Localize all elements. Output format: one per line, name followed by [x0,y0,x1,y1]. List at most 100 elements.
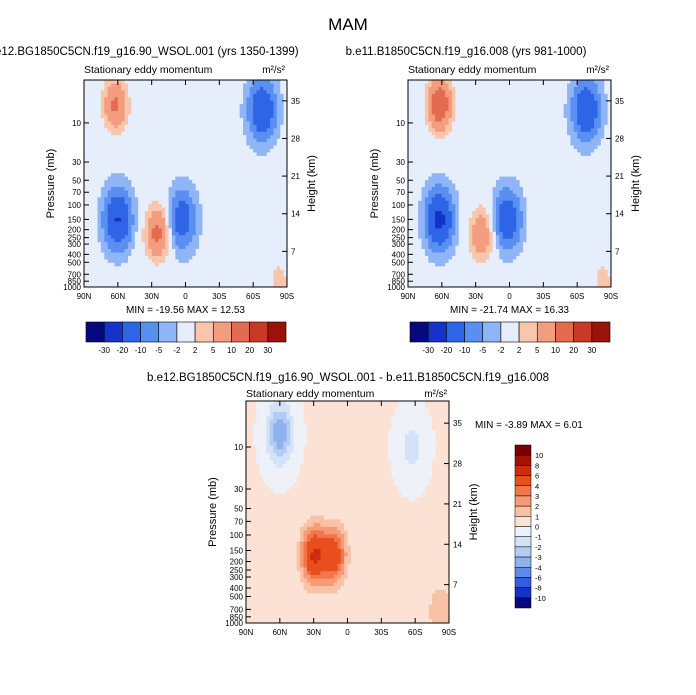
field-cell [165,121,169,126]
field-cell [144,204,149,209]
field-cell [100,273,105,278]
field-cell [138,100,142,105]
field-cell [222,283,227,288]
field-cell [215,228,220,233]
field-cell [212,166,217,171]
field-cell [232,90,237,95]
field-cell [124,231,129,236]
field-cell [543,128,548,133]
field-cell [236,197,241,202]
field-cell [185,128,190,133]
field-cell [195,231,200,236]
field-cell [259,231,264,236]
field-cell [451,114,456,119]
field-cell [127,83,132,88]
field-cell [441,135,446,140]
field-cell [151,114,156,119]
field-cell [212,86,217,91]
field-cell [590,128,595,133]
field-cell [441,138,446,143]
field-cell [512,80,517,84]
field-cell [192,128,197,133]
field-cell [232,180,237,184]
field-cell [178,204,183,209]
field-cell [192,100,197,105]
field-cell [408,111,412,115]
field-cell [111,107,115,112]
field-cell [97,93,102,98]
field-cell [141,104,146,108]
field-cell [171,211,176,215]
field-cell [421,124,426,129]
field-cell [188,186,193,191]
field-cell [141,266,146,271]
field-cell [587,131,592,136]
field-cell [273,204,278,209]
field-cell [280,255,285,260]
field-cell [127,86,132,91]
field-cell [499,149,504,153]
field-cell [114,269,119,274]
field-cell [226,283,230,288]
field-cell [263,97,268,102]
field-cell [212,262,217,267]
field-cell [472,121,477,126]
field-cell [161,255,166,260]
field-cell [94,97,98,102]
field-cell [97,266,102,271]
field-cell [533,83,537,88]
field-cell [283,186,288,191]
field-cell [536,90,541,95]
field-cell [236,238,241,243]
field-cell [550,135,554,140]
field-cell [543,145,548,150]
field-cell [178,255,183,260]
field-cell [492,86,497,91]
field-cell [276,269,281,274]
field-cell [239,124,244,129]
field-cell [266,249,271,253]
field-cell [90,86,95,91]
field-cell [158,228,163,233]
field-cell [253,252,257,257]
field-cell [526,90,531,95]
field-cell [107,276,112,281]
field-cell [236,255,241,260]
field-cell [151,197,156,202]
field-cell [280,238,285,243]
field-cell [266,231,271,236]
field-cell [263,190,268,195]
field-cell [205,90,210,95]
field-cell [438,128,443,133]
field-cell [124,280,129,284]
field-cell [199,224,203,229]
field-cell [155,162,159,167]
field-cell [219,200,224,205]
field-cell [212,176,217,181]
field-cell [445,80,449,84]
field-cell [560,100,565,105]
field-cell [212,221,217,226]
field-cell [526,100,531,105]
field-cell [84,86,88,91]
field-cell [472,152,477,157]
field-cell [144,149,149,153]
field-cell [523,107,527,112]
field-cell [117,83,122,88]
field-cell [259,255,264,260]
field-cell [107,152,112,157]
field-cell [175,214,180,219]
field-cell [424,104,429,108]
field-cell [195,121,200,126]
field-cell [273,273,278,278]
field-cell [107,138,112,143]
field-cell [199,283,203,288]
field-cell [188,159,193,164]
field-cell [165,204,169,209]
field-cell [195,211,200,215]
field-cell [188,169,193,174]
field-cell [84,114,88,119]
field-cell [127,276,132,281]
field-cell [533,149,537,153]
field-cell [567,104,571,108]
